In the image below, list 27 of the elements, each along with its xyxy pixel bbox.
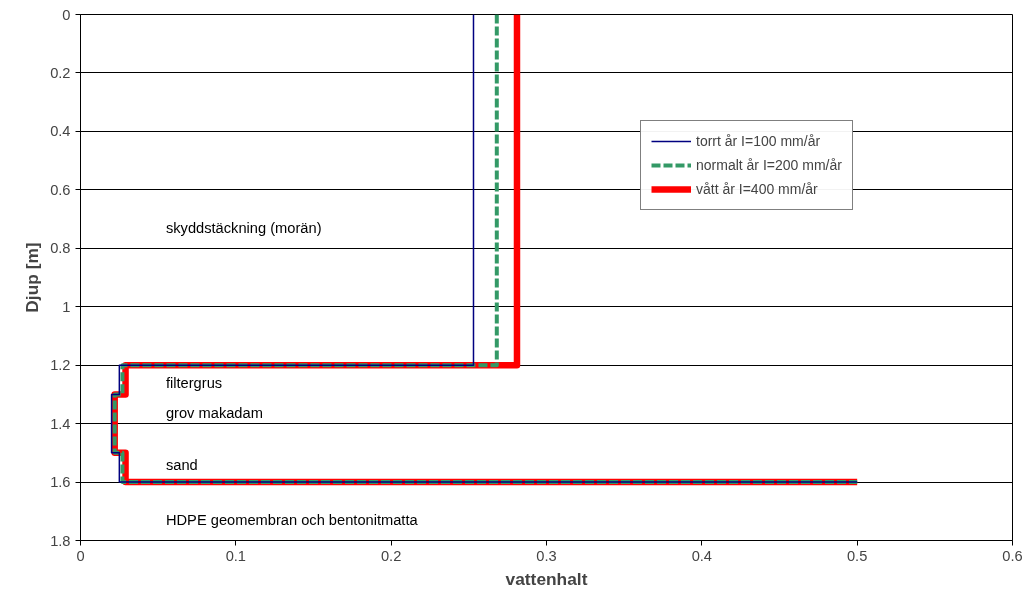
x-tick-label: 0.1 — [225, 547, 247, 564]
annotation: grov makadam — [165, 405, 263, 422]
y-tick-label: 1 — [62, 298, 71, 315]
x-tick-label: 0.2 — [380, 547, 402, 564]
y-tick-label: 0 — [62, 6, 71, 23]
legend-label: normalt år I=200 mm/år — [696, 157, 842, 173]
legend-label: vått år I=400 mm/år — [696, 181, 818, 197]
annotation: skyddstäckning (morän) — [165, 219, 322, 236]
legend-label: torrt år I=100 mm/år — [696, 133, 821, 149]
x-tick-label: 0.4 — [691, 547, 713, 564]
y-axis-title: Djup [m] — [22, 242, 43, 313]
y-tick-label: 0.2 — [50, 64, 71, 81]
y-tick-label: 0.6 — [50, 181, 71, 198]
x-tick-label: 0.5 — [846, 547, 868, 564]
y-tick-label: 1.4 — [50, 415, 71, 432]
x-tick-label: 0.6 — [1002, 547, 1023, 564]
annotation: sand — [165, 456, 198, 473]
annotation: filtergrus — [165, 374, 223, 391]
annotation: HDPE geomembran och bentonitmatta — [165, 512, 419, 529]
y-tick-label: 0.4 — [50, 123, 71, 140]
y-tick-label: 1.8 — [50, 532, 71, 549]
y-tick-label: 1.2 — [50, 357, 71, 374]
x-tick-label: 0 — [76, 547, 85, 564]
x-tick-label: 0.3 — [536, 547, 557, 564]
y-tick-label: 1.6 — [50, 474, 71, 491]
y-tick-label: 0.8 — [50, 240, 71, 257]
x-axis-title: vattenhalt — [505, 568, 588, 589]
